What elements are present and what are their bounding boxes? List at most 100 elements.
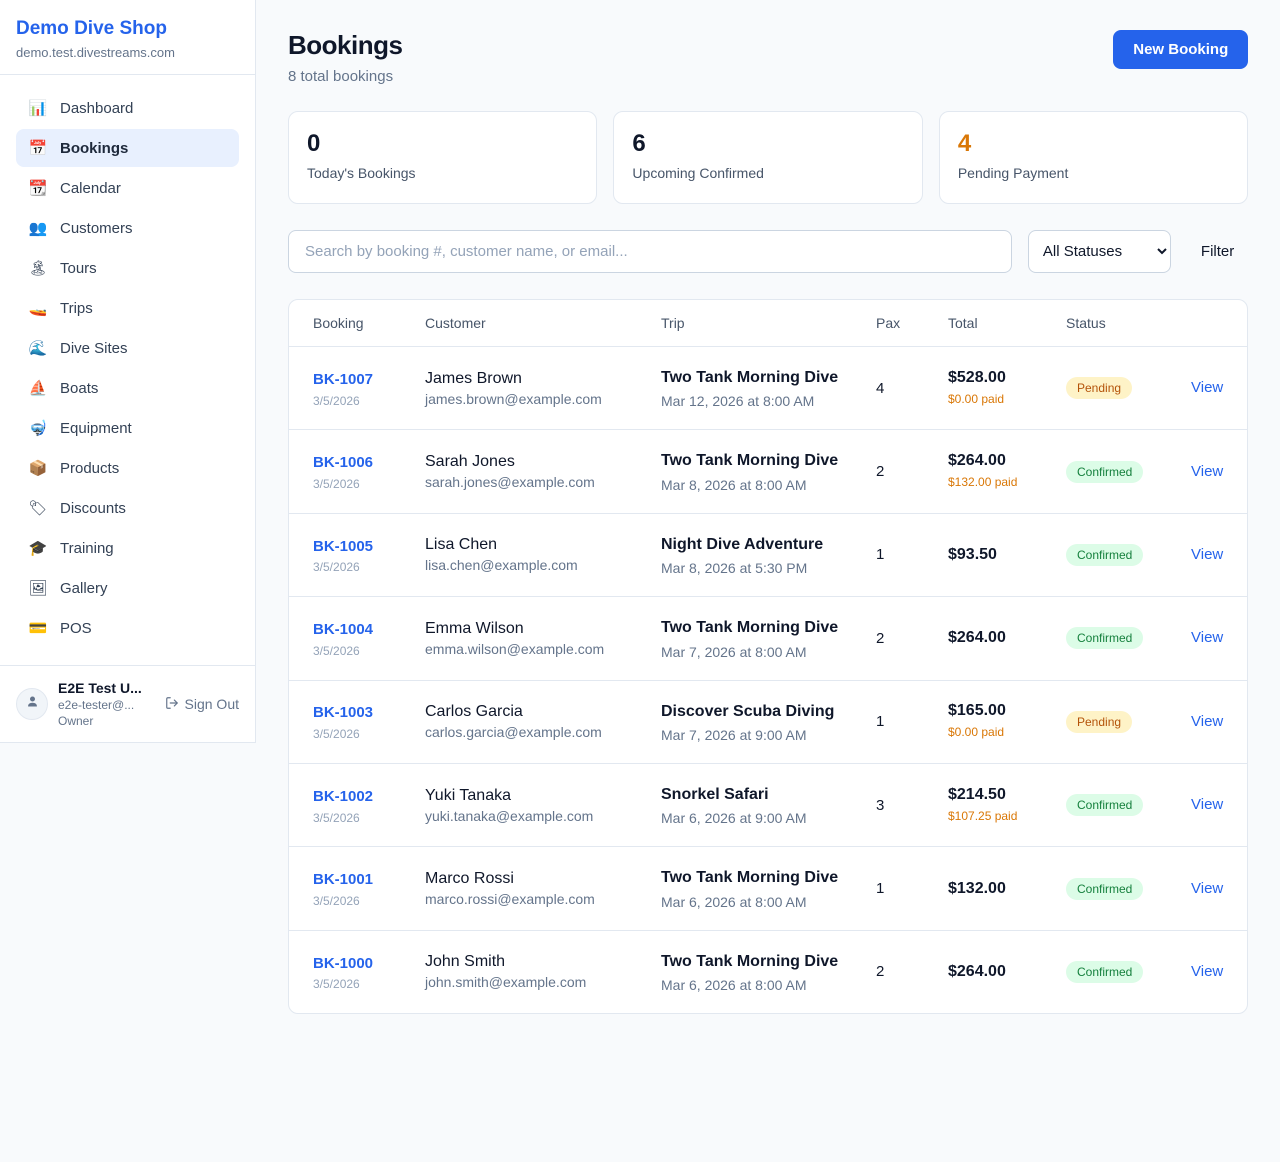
sidebar-header: Demo Dive Shop demo.test.divestreams.com [0, 0, 255, 75]
total-cell: $93.50 [948, 546, 1066, 564]
view-link[interactable]: View [1191, 962, 1224, 980]
view-link[interactable]: View [1191, 545, 1224, 563]
user-section: E2E Test U... e2e-tester@... Owner Sign … [0, 665, 255, 742]
booking-id-link[interactable]: BK-1003 [313, 704, 374, 722]
total-cell: $214.50 $107.25 paid [948, 786, 1066, 825]
total-amount: $165.00 [948, 702, 1006, 720]
sidebar-item-label: Dashboard [60, 99, 134, 117]
stat-value: 4 [957, 130, 972, 157]
view-link[interactable]: View [1191, 712, 1224, 730]
trip-name: Two Tank Morning Dive [661, 369, 839, 386]
main-content: Bookings 8 total bookings New Booking 0 T… [256, 0, 1280, 1046]
stat-card: 0 Today's Bookings [288, 111, 598, 204]
sidebar-item-customers[interactable]: 👥 Customers [16, 209, 239, 247]
sidebar-item-trips[interactable]: 🚤 Trips [16, 289, 239, 327]
sidebar-item-boats[interactable]: ⛵ Boats [16, 369, 239, 407]
status-cell: Confirmed [1066, 794, 1191, 817]
sidebar-item-pos[interactable]: 💳 POS [16, 609, 239, 647]
view-cell: View [1191, 963, 1223, 981]
gallery-icon: 🖼 [28, 580, 48, 597]
sidebar-item-training[interactable]: 🎓 Training [16, 529, 239, 567]
sidebar-item-dashboard[interactable]: 📊 Dashboard [16, 89, 239, 127]
customer-name: Marco Rossi [425, 870, 514, 888]
booking-id-link[interactable]: BK-1002 [313, 787, 374, 805]
customer-email: yuki.tanaka@example.com [425, 807, 594, 824]
booking-id-link[interactable]: BK-1000 [313, 954, 374, 972]
view-cell: View [1191, 713, 1223, 731]
booking-cell: BK-1004 3/5/2026 [313, 619, 425, 658]
paid-note: $0.00 paid [948, 725, 1005, 740]
booking-date: 3/5/2026 [313, 560, 360, 575]
stat-label: Upcoming Confirmed [632, 165, 764, 181]
view-link[interactable]: View [1191, 379, 1224, 397]
sidebar-item-label: Dive Sites [60, 339, 128, 357]
sign-out-label: Sign Out [184, 696, 239, 712]
trip-cell: Two Tank Morning Dive Mar 12, 2026 at 8:0… [661, 367, 876, 409]
booking-cell: BK-1002 3/5/2026 [313, 786, 425, 825]
view-cell: View [1191, 629, 1223, 647]
booking-id-link[interactable]: BK-1004 [313, 620, 374, 638]
customer-cell: Carlos Garcia carlos.garcia@example.com [425, 703, 661, 740]
total-amount: $264.00 [948, 962, 1006, 980]
trip-name: Two Tank Morning Dive [661, 452, 839, 470]
sidebar-item-bookings[interactable]: 📅 Bookings [16, 129, 239, 167]
sidebar-item-equipment[interactable]: 🤿 Equipment [16, 409, 239, 447]
booking-id-link[interactable]: BK-1001 [313, 871, 374, 889]
search-input[interactable] [288, 230, 1012, 273]
status-cell: Pending [1066, 710, 1191, 733]
filter-button[interactable]: Filter [1187, 243, 1248, 260]
trip-cell: Two Tank Morning Dive Mar 6, 2026 at 8:00… [661, 867, 876, 909]
pax-cell: 2 [876, 463, 885, 481]
boats-icon: ⛵ [28, 380, 48, 397]
booking-id-link[interactable]: BK-1005 [313, 537, 374, 555]
customer-name: John Smith [425, 953, 506, 971]
page-header: Bookings 8 total bookings New Booking [288, 30, 1249, 85]
total-cell: $132.00 [948, 880, 1066, 898]
status-select[interactable]: All Statuses [1027, 230, 1171, 273]
stats-row: 0 Today's Bookings 6 Upcoming Confirmed 4 Pen… [288, 111, 1249, 204]
view-link[interactable]: View [1191, 796, 1224, 814]
sidebar-item-gallery[interactable]: 🖼 Gallery [16, 569, 239, 607]
user-email: e2e-tester@... [58, 698, 135, 712]
customer-name: Carlos Garcia [425, 703, 523, 721]
customer-email: emma.wilson@example.com [425, 640, 605, 657]
trips-icon: 🚤 [28, 300, 48, 317]
booking-date: 3/5/2026 [313, 393, 360, 408]
table-row: BK-1006 3/5/2026 Sarah Jones sarah.jones@ex… [289, 430, 1248, 514]
trip-name: Discover Scuba Diving [661, 702, 835, 720]
sidebar-item-label: Trips [60, 299, 93, 317]
new-booking-button[interactable]: New Booking [1113, 30, 1249, 69]
app-layout: Demo Dive Shop demo.test.divestreams.com… [0, 0, 1280, 1046]
page-subtitle: 8 total bookings [288, 68, 394, 85]
total-amount: $214.50 [948, 785, 1006, 803]
sidebar-item-tours[interactable]: 🏝 Tours [16, 249, 239, 287]
view-link[interactable]: View [1191, 462, 1224, 480]
sidebar-item-products[interactable]: 📦 Products [16, 449, 239, 487]
view-cell: View [1191, 546, 1223, 564]
user-role: Owner [58, 714, 94, 728]
sign-out-icon [165, 696, 179, 713]
total-amount: $264.00 [948, 629, 1006, 647]
booking-date: 3/5/2026 [313, 810, 360, 825]
sidebar-item-dive-sites[interactable]: 🌊 Dive Sites [16, 329, 239, 367]
view-link[interactable]: View [1191, 629, 1224, 647]
trip-time: Mar 6, 2026 at 8:00 AM [661, 893, 807, 910]
status-cell: Pending [1066, 377, 1191, 400]
sidebar-item-calendar[interactable]: 📆 Calendar [16, 169, 239, 207]
sidebar-item-label: Equipment [60, 419, 132, 437]
view-link[interactable]: View [1191, 879, 1224, 897]
booking-id-link[interactable]: BK-1007 [313, 370, 374, 388]
trip-cell: Night Dive Adventure Mar 8, 2026 at 5:30 … [661, 534, 876, 576]
products-icon: 📦 [28, 460, 48, 477]
booking-id-link[interactable]: BK-1006 [313, 454, 374, 472]
avatar [16, 688, 48, 720]
booking-cell: BK-1005 3/5/2026 [313, 536, 425, 575]
trip-name: Night Dive Adventure [661, 535, 824, 553]
customer-cell: Lisa Chen lisa.chen@example.com [425, 536, 661, 573]
sign-out-button[interactable]: Sign Out [165, 696, 239, 713]
sidebar-item-discounts[interactable]: 🏷 Discounts [16, 489, 239, 527]
trip-time: Mar 6, 2026 at 9:00 AM [661, 810, 807, 827]
customer-email: john.smith@example.com [425, 974, 587, 991]
booking-date: 3/5/2026 [313, 643, 360, 658]
trip-cell: Snorkel Safari Mar 6, 2026 at 9:00 AM [661, 784, 876, 826]
